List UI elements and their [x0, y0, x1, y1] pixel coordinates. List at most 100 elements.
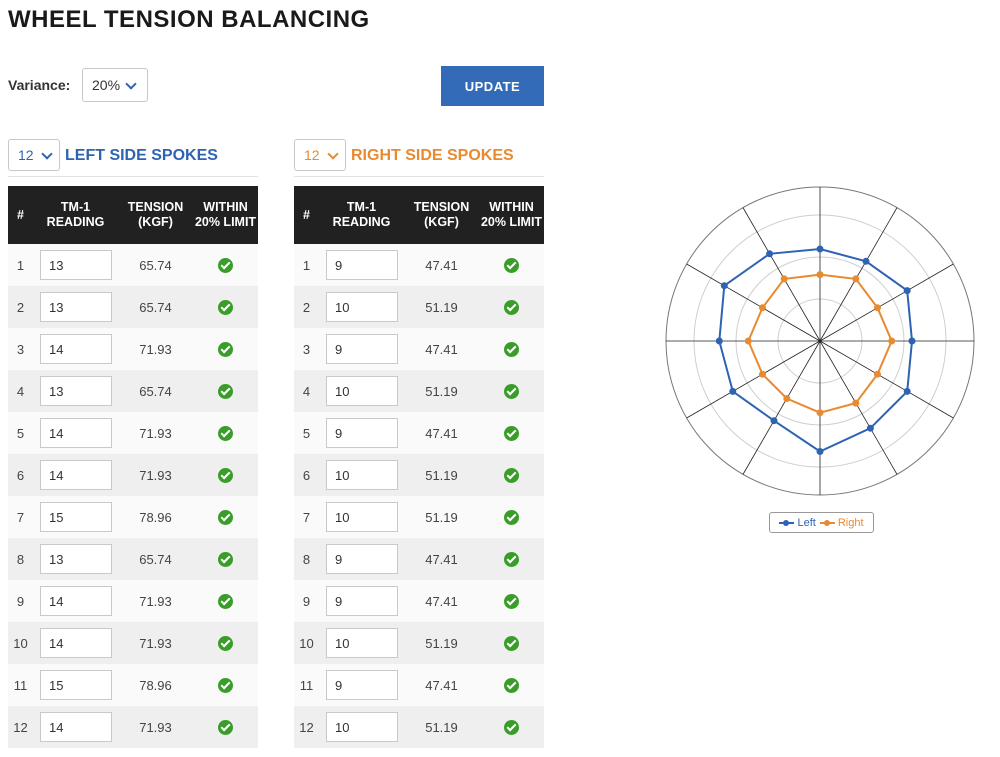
col-header-tension: TENSION (KGF): [118, 186, 193, 244]
col-header-number: #: [294, 186, 319, 244]
reading-cell: 14: [33, 328, 118, 370]
right-spoke-count-select[interactable]: 12: [294, 139, 346, 171]
reading-cell: 14: [33, 412, 118, 454]
radial-axis-line: [742, 207, 821, 342]
tension-value: 78.96: [139, 509, 172, 525]
check-circle-icon: [504, 720, 519, 736]
table-row: 12 14 71.93: [8, 706, 258, 748]
reading-cell: 9: [319, 538, 404, 580]
line-marker-icon: [779, 519, 795, 527]
tension-value: 71.93: [139, 635, 172, 651]
spoke-number: 1: [302, 257, 311, 273]
reading-cell: 14: [33, 580, 118, 622]
tm1-reading-input[interactable]: 9: [326, 334, 398, 364]
spoke-number: 4: [302, 383, 311, 399]
check-circle-icon: [218, 510, 233, 526]
tm1-reading-input[interactable]: 14: [40, 712, 112, 742]
spoke-number: 11: [299, 677, 314, 693]
within-limit-cell: [193, 286, 258, 328]
table-row: 6 14 71.93: [8, 454, 258, 496]
tm1-reading-input[interactable]: 9: [326, 544, 398, 574]
col-header-within-limit: WITHIN 20% LIMIT: [479, 186, 544, 244]
legend-item-right[interactable]: Right: [819, 517, 864, 529]
tm1-reading-input[interactable]: 9: [326, 418, 398, 448]
within-limit-cell: [193, 412, 258, 454]
tm1-reading-input[interactable]: 14: [40, 418, 112, 448]
reading-cell: 9: [319, 664, 404, 706]
within-limit-cell: [479, 286, 544, 328]
table-row: 1 9 47.41: [294, 244, 544, 286]
left-spoke-count-select[interactable]: 12: [8, 139, 60, 171]
data-point: [866, 424, 874, 432]
variance-select[interactable]: 20%: [82, 68, 148, 102]
reading-cell: 13: [33, 370, 118, 412]
check-circle-icon: [504, 468, 519, 484]
check-circle-icon: [504, 426, 519, 442]
spoke-number: 3: [16, 341, 25, 357]
col-header-within-limit: WITHIN 20% LIMIT: [193, 186, 258, 244]
data-point: [715, 337, 723, 345]
tm1-reading-input[interactable]: 13: [40, 376, 112, 406]
tm1-reading-input[interactable]: 13: [40, 250, 112, 280]
tm1-reading-input[interactable]: 10: [326, 460, 398, 490]
data-point: [816, 271, 824, 279]
tm1-reading-input[interactable]: 15: [40, 502, 112, 532]
tm1-reading-input[interactable]: 9: [326, 670, 398, 700]
tension-value: 71.93: [139, 719, 172, 735]
data-point: [852, 275, 860, 283]
spoke-number: 2: [16, 299, 25, 315]
reading-cell: 13: [33, 286, 118, 328]
table-row: 9 14 71.93: [8, 580, 258, 622]
tension-value: 71.93: [139, 467, 172, 483]
radial-axis-line: [742, 340, 821, 475]
within-limit-cell: [193, 328, 258, 370]
tm1-reading-input[interactable]: 10: [326, 292, 398, 322]
reading-cell: 10: [319, 496, 404, 538]
table-row: 8 9 47.41: [294, 538, 544, 580]
tension-value: 51.19: [425, 509, 458, 525]
tm1-reading-input[interactable]: 10: [326, 628, 398, 658]
reading-cell: 9: [319, 412, 404, 454]
within-limit-cell: [193, 664, 258, 706]
within-limit-cell: [193, 538, 258, 580]
tm1-reading-input[interactable]: 14: [40, 460, 112, 490]
reading-cell: 14: [33, 706, 118, 748]
tm1-reading-input[interactable]: 13: [40, 292, 112, 322]
data-point: [816, 245, 824, 253]
update-button[interactable]: UPDATE: [441, 66, 544, 106]
tm1-reading-input[interactable]: 13: [40, 544, 112, 574]
right-spoke-count: 12: [304, 147, 320, 163]
check-circle-icon: [504, 678, 519, 694]
chevron-down-icon: [41, 148, 53, 160]
tm1-reading-input[interactable]: 10: [326, 376, 398, 406]
table-row: 3 14 71.93: [8, 328, 258, 370]
chevron-down-icon: [125, 78, 137, 90]
radial-axis-line: [686, 340, 821, 419]
tm1-reading-input[interactable]: 15: [40, 670, 112, 700]
tm1-reading-input[interactable]: 10: [326, 502, 398, 532]
table-row: 10 10 51.19: [294, 622, 544, 664]
right-side-header: 12 RIGHT SIDE SPOKES: [294, 139, 544, 177]
tm1-reading-input[interactable]: 14: [40, 334, 112, 364]
within-limit-cell: [193, 244, 258, 286]
spoke-number: 6: [302, 467, 311, 483]
tm1-reading-input[interactable]: 14: [40, 586, 112, 616]
data-point: [852, 399, 860, 407]
col-header-reading: TM-1 READING: [319, 186, 404, 244]
data-point: [888, 337, 896, 345]
tension-value: 47.41: [425, 551, 458, 567]
spoke-number: 9: [16, 593, 25, 609]
spoke-number: 6: [16, 467, 25, 483]
data-point: [862, 257, 870, 265]
reading-cell: 9: [319, 328, 404, 370]
tension-value: 65.74: [139, 257, 172, 273]
tension-value: 47.41: [425, 257, 458, 273]
tension-radar-chart: [665, 186, 975, 496]
tm1-reading-input[interactable]: 14: [40, 628, 112, 658]
tm1-reading-input[interactable]: 9: [326, 586, 398, 616]
tm1-reading-input[interactable]: 10: [326, 712, 398, 742]
table-row: 11 15 78.96: [8, 664, 258, 706]
legend-item-left[interactable]: Left: [779, 517, 816, 529]
tension-value: 51.19: [425, 635, 458, 651]
tm1-reading-input[interactable]: 9: [326, 250, 398, 280]
